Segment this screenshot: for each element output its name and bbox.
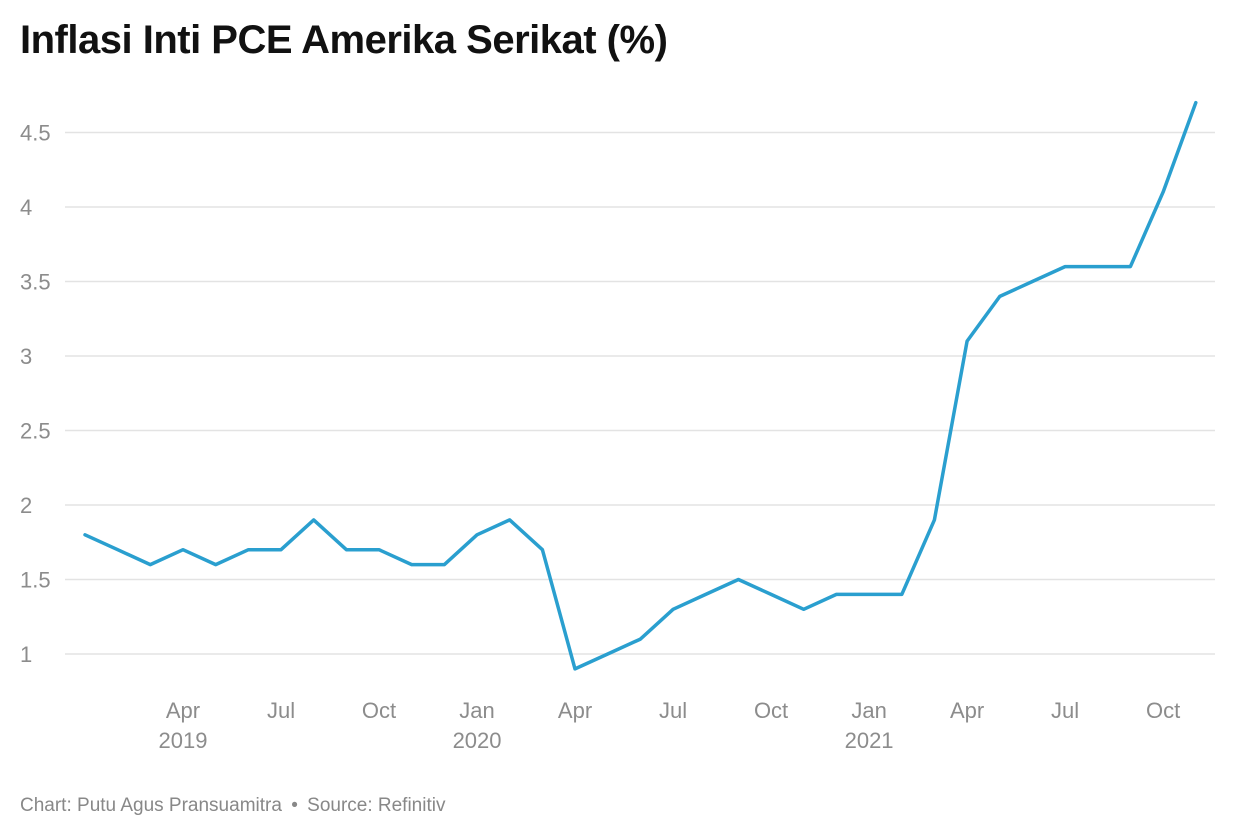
x-tick-label: Jan (459, 698, 494, 723)
y-tick-label: 3.5 (20, 270, 51, 295)
x-tick-year-label: 2019 (159, 728, 208, 753)
y-tick-label: 3 (20, 344, 32, 369)
x-tick-label: Jul (1051, 698, 1079, 723)
y-tick-label: 1.5 (20, 568, 51, 593)
series-layer (83, 100, 1198, 671)
y-tick-label: 4.5 (20, 121, 51, 146)
y-tick-label: 1 (20, 642, 32, 667)
y-tick-label: 4 (20, 195, 32, 220)
x-tick-label: Apr (558, 698, 592, 723)
gridlines (65, 131, 1215, 655)
y-axis-ticks: 1 1.5 2 2.5 3 3.5 4 4.5 (20, 121, 51, 668)
x-tick-label: Oct (1146, 698, 1180, 723)
y-tick-label: 2 (20, 493, 32, 518)
x-tick-year-label: 2021 (845, 728, 894, 753)
x-tick-label: Jan (851, 698, 886, 723)
x-axis-ticks: Apr 2019 Jul Oct Jan 2020 Apr Jul Oct Jan 2021 Apr J… (159, 698, 1181, 753)
x-tick-label: Jul (659, 698, 687, 723)
series-line (83, 100, 1198, 671)
x-tick-year-label: 2020 (453, 728, 502, 753)
chart-title: Inflasi Inti PCE Amerika Serikat (%) (20, 18, 668, 62)
x-tick-label: Apr (166, 698, 200, 723)
chart-source: Source: Refinitiv (307, 795, 446, 816)
x-tick-label: Oct (362, 698, 396, 723)
chart-footer: Chart: Putu Agus Pransuamitra • Source: … (20, 795, 445, 817)
y-tick-label: 2.5 (20, 419, 51, 444)
footer-separator: • (291, 795, 298, 816)
x-tick-label: Apr (950, 698, 984, 723)
chart-credit: Chart: Putu Agus Pransuamitra (20, 795, 282, 816)
x-tick-label: Oct (754, 698, 788, 723)
x-tick-label: Jul (267, 698, 295, 723)
